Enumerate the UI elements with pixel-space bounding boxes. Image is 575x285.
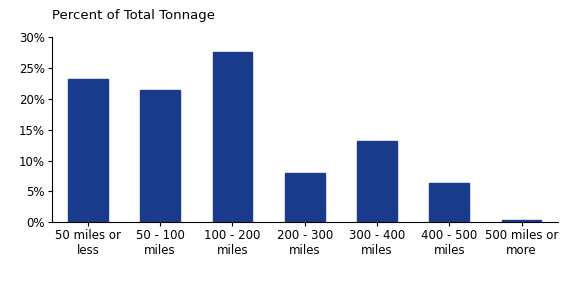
Bar	[285, 173, 325, 222]
Bar	[357, 141, 397, 222]
Bar	[213, 52, 252, 222]
Bar	[140, 89, 180, 222]
Text: Percent of Total Tonnage: Percent of Total Tonnage	[52, 9, 214, 22]
Bar	[430, 183, 469, 222]
Bar	[502, 221, 542, 222]
Bar	[68, 79, 108, 222]
